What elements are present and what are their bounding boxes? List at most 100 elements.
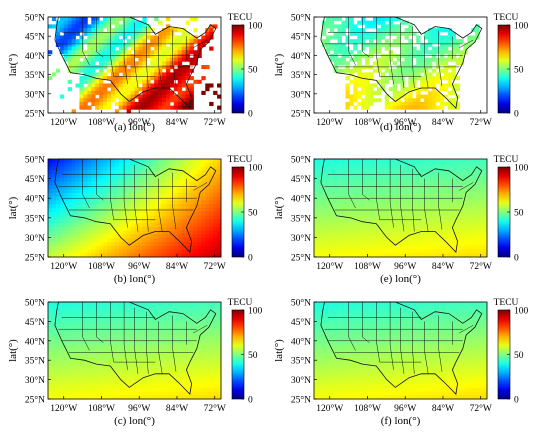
map-panel-c: 50°N 45°N 40°N 35°N 30°N 25°N 120°W 108°W 96°W 84… xyxy=(7,298,263,428)
state-border xyxy=(400,307,405,374)
state-border xyxy=(412,26,415,89)
state-border xyxy=(172,30,177,87)
lon-tick-label: 108°W xyxy=(354,261,381,272)
state-border xyxy=(193,182,208,191)
lon-tick-label: 72°W xyxy=(204,117,226,128)
colorbar-tick-label: 50 xyxy=(514,66,524,76)
state-border xyxy=(146,26,149,89)
lon-tick-label: 120°W xyxy=(316,261,343,272)
country-outline xyxy=(54,301,217,395)
lat-tick-label: 25°N xyxy=(25,395,45,406)
lat-tick-label: 45°N xyxy=(291,174,311,185)
lat-tick-label: 30°N xyxy=(291,233,311,244)
lat-tick-label: 45°N xyxy=(25,317,45,328)
lat-tick-label: 50°N xyxy=(291,155,311,166)
map-panel-a: 50°N 45°N 40°N 35°N 30°N 25°N 120°W 108°W 96°W 84… xyxy=(7,13,263,134)
colorbar-tick-label: 0 xyxy=(248,110,253,120)
country-outline xyxy=(54,16,217,110)
map-panel-f: 50°N 45°N 40°N 35°N 30°N 25°N 120°W 108°W 96°W 84… xyxy=(273,298,529,428)
lon-tick-label: 120°W xyxy=(316,403,343,414)
lat-tick-label: 40°N xyxy=(291,336,311,347)
map-panel-d: 50°N 45°N 40°N 35°N 30°N 25°N 120°W 108°W 96°W 84… xyxy=(273,13,529,134)
lon-tick-label: 96°W xyxy=(128,403,150,414)
state-border xyxy=(348,17,356,66)
state-border xyxy=(459,182,474,191)
state-border xyxy=(400,164,405,232)
colorbar-tick-label: 50 xyxy=(248,351,258,361)
axes-frame xyxy=(47,301,222,400)
colorbar-tick-label: 100 xyxy=(248,22,263,32)
lon-tick-label: 120°W xyxy=(50,403,77,414)
state-border xyxy=(193,325,208,334)
axes-frame xyxy=(47,16,222,114)
colorbar-tick-label: 50 xyxy=(514,351,524,361)
lon-tick-label: 72°W xyxy=(470,117,492,128)
lon-tick-label: 96°W xyxy=(394,403,416,414)
state-border xyxy=(82,17,90,66)
lat-tick-label: 50°N xyxy=(25,155,45,166)
colorbar-tick-label: 100 xyxy=(248,307,263,317)
lat-tick-label: 25°N xyxy=(25,109,45,120)
state-border xyxy=(134,307,139,374)
panel-caption: (b) lon(°) xyxy=(114,273,156,285)
colorbar-tick-label: 0 xyxy=(248,396,253,406)
state-border xyxy=(82,302,90,351)
colorbar-tick-label: 0 xyxy=(248,254,253,264)
lat-tick-label: 35°N xyxy=(25,356,45,367)
lon-tick-label: 108°W xyxy=(354,403,381,414)
colorbar-tick-label: 0 xyxy=(514,254,519,264)
colorbar-tick-label: 100 xyxy=(514,164,529,174)
panel-caption: (f) lon(°) xyxy=(381,415,421,427)
lon-tick-label: 96°W xyxy=(394,117,416,128)
lat-tick-label: 30°N xyxy=(25,375,45,386)
state-border xyxy=(348,302,356,351)
axes-frame xyxy=(313,301,488,400)
lat-tick-label: 50°N xyxy=(25,298,45,309)
state-border xyxy=(438,172,443,230)
lon-tick-label: 120°W xyxy=(316,117,343,128)
colorbar-title: TECU xyxy=(228,298,253,308)
lat-tick-label: 30°N xyxy=(291,375,311,386)
lat-tick-label: 35°N xyxy=(25,213,45,224)
lat-tick-label: 25°N xyxy=(291,109,311,120)
state-border xyxy=(123,302,128,370)
colorbar-title: TECU xyxy=(494,155,519,165)
state-border xyxy=(123,17,128,85)
lon-tick-label: 72°W xyxy=(204,261,226,272)
state-border xyxy=(400,22,405,89)
lon-tick-label: 96°W xyxy=(394,261,416,272)
lat-tick-label: 30°N xyxy=(291,89,311,100)
tec-field xyxy=(48,302,222,400)
lat-tick-label: 45°N xyxy=(25,174,45,185)
lat-tick-label: 40°N xyxy=(25,194,45,205)
state-border xyxy=(134,164,139,232)
lat-tick-label: 35°N xyxy=(291,356,311,367)
tec-field xyxy=(321,17,480,110)
colorbar-tick-label: 0 xyxy=(514,110,519,120)
y-axis-label: lat(°) xyxy=(273,196,285,219)
lat-tick-label: 50°N xyxy=(25,13,45,24)
colorbar-tick-label: 100 xyxy=(514,22,529,32)
tec-field xyxy=(314,302,488,400)
lon-tick-label: 84°W xyxy=(432,403,454,414)
state-border xyxy=(389,159,394,228)
state-border xyxy=(146,168,149,232)
lon-tick-label: 72°W xyxy=(470,403,492,414)
state-border xyxy=(389,17,394,85)
colorbar-tick-label: 0 xyxy=(514,396,519,406)
lon-tick-label: 108°W xyxy=(354,117,381,128)
state-border xyxy=(438,30,443,87)
lat-tick-label: 25°N xyxy=(25,253,45,264)
panel-caption: (c) lon(°) xyxy=(114,415,155,427)
colorbar-tick-label: 100 xyxy=(514,307,529,317)
lon-tick-label: 96°W xyxy=(128,261,150,272)
state-border xyxy=(82,159,90,209)
lat-tick-label: 25°N xyxy=(291,395,311,406)
country-outline xyxy=(54,158,217,253)
y-axis-label: lat(°) xyxy=(7,339,19,362)
